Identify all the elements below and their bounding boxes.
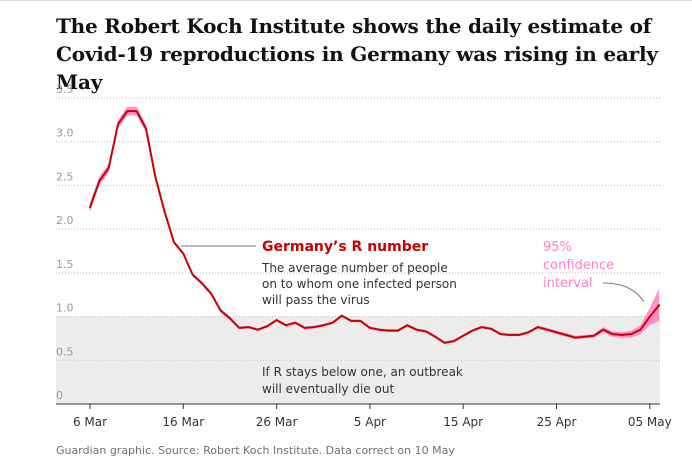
y-tick-label: 3.0	[56, 127, 74, 140]
confidence-band	[90, 106, 660, 345]
x-tick-label: 5 Apr	[354, 415, 386, 429]
x-tick-label: 15 Apr	[443, 415, 483, 429]
y-tick-label: 0	[56, 389, 63, 402]
x-tick-label: 05 May	[628, 415, 672, 429]
y-tick-label: 3.5	[56, 83, 74, 96]
confidence-interval-label-line-2: confidence	[543, 258, 614, 273]
confidence-interval-label-line-3: interval	[543, 276, 593, 291]
confidence-leader-line	[602, 282, 645, 303]
below-one-note-line-2: will eventually die out	[262, 382, 394, 396]
y-tick-label: 2.0	[56, 214, 74, 227]
top-rule	[0, 0, 692, 1]
x-tick-label: 6 Mar	[73, 415, 107, 429]
x-tick-label: 26 Mar	[256, 415, 298, 429]
confidence-interval-label-line-1: 95%	[543, 240, 572, 255]
r-number-label: Germany’s R number	[262, 239, 428, 255]
y-tick-label: 1.0	[56, 302, 74, 315]
confidence-band-area	[90, 106, 660, 345]
r-number-description-line-1: The average number of people	[261, 261, 448, 275]
chart-title: The Robert Koch Institute shows the dail…	[56, 14, 658, 94]
r-number-description-line-2: on to whom one infected person	[262, 277, 457, 291]
r-number-description-line-3: will pass the virus	[262, 293, 370, 307]
shaded-region-rect	[56, 316, 660, 404]
r-number-line	[89, 110, 661, 344]
below-one-shaded-region	[56, 316, 660, 404]
y-axis-ticks: 0 0.5 1.0 1.5 2.0 2.5 3.0 3.5	[56, 83, 74, 402]
x-tick-label: 16 Mar	[162, 415, 204, 429]
y-tick-label: 0.5	[56, 345, 74, 358]
r-number-series-line	[89, 110, 661, 344]
x-axis: 6 Mar 16 Mar 26 Mar 5 Apr 15 Apr 25 Apr 05 May	[56, 403, 672, 429]
below-one-note-line-1: If R stays below one, an outbreak	[262, 365, 463, 379]
y-tick-label: 1.5	[56, 258, 74, 271]
x-tick-label: 25 Apr	[537, 415, 577, 429]
source-note: Guardian graphic. Source: Robert Koch In…	[56, 444, 455, 457]
y-tick-label: 2.5	[56, 170, 74, 183]
